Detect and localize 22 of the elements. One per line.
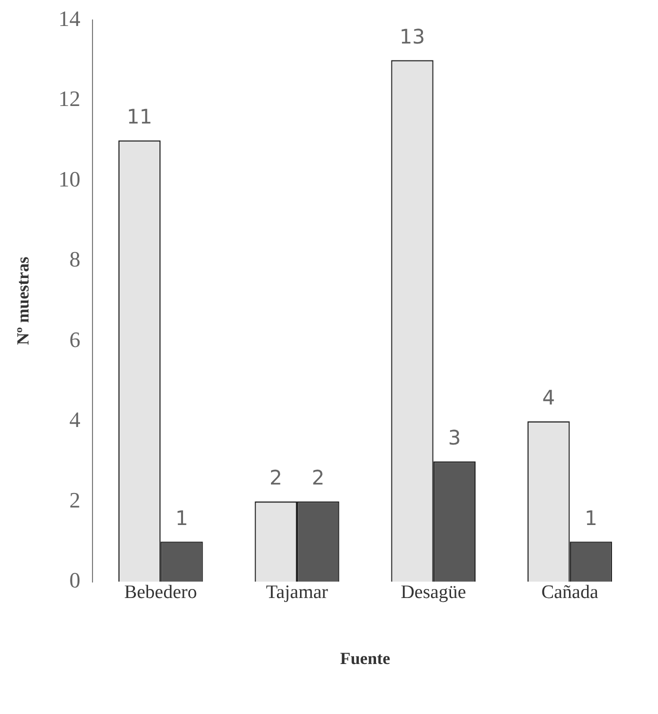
data-label: 1: [175, 506, 188, 530]
x-tick-label: Cañada: [541, 582, 599, 604]
data-label: 4: [542, 385, 556, 410]
y-tick-label: 0: [69, 568, 80, 593]
x-tick-label: Bebedero: [124, 582, 198, 604]
data-label: 2: [312, 466, 325, 490]
data-label: 1: [584, 506, 598, 530]
y-tick-label: 12: [58, 86, 80, 112]
data-label: 13: [400, 24, 425, 48]
y-axis-title: Nº muestras: [14, 256, 33, 346]
x-tick-label: Tajamar: [266, 582, 329, 604]
y-tick-label: 6: [69, 326, 80, 352]
data-label: 2: [269, 466, 282, 490]
y-tick-label: 14: [58, 6, 80, 31]
x-tick-label: Desagüe: [400, 582, 466, 604]
y-tick-label: 2: [69, 487, 80, 512]
y-tick-label: 8: [69, 246, 80, 272]
data-label: 3: [448, 426, 461, 450]
y-tick-label: 10: [58, 166, 80, 192]
x-axis-title: Fuente: [340, 649, 391, 668]
y-tick-label: 4: [69, 407, 80, 432]
data-label: 11: [126, 104, 152, 129]
